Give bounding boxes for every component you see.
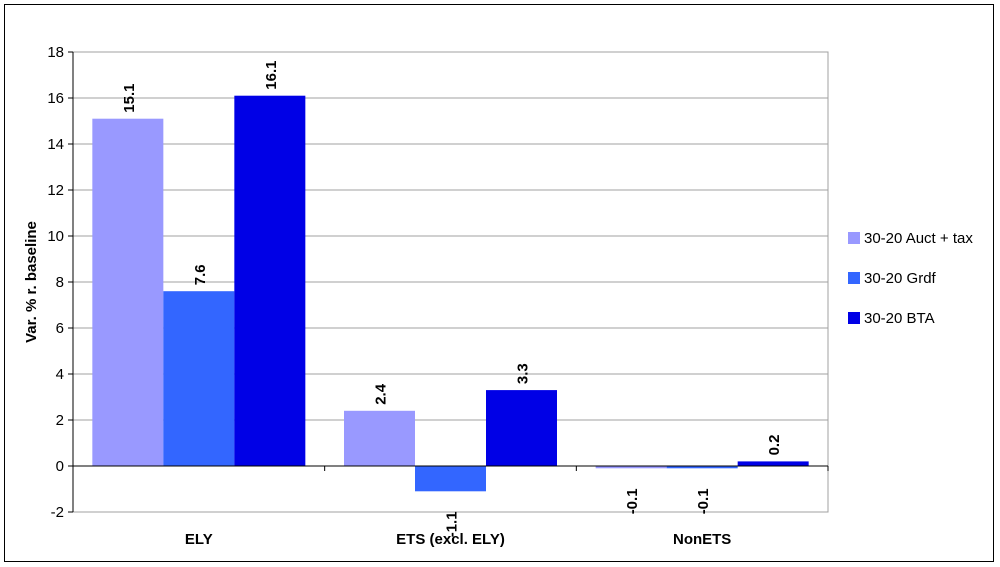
y-tick-label: -2 [51,504,64,521]
bar [163,291,235,466]
bar [234,95,306,466]
data-label: 0.2 [766,435,783,456]
plot-area: -2 0 2 4 6 8 10 12 14 16 18 15.1 7.6 16.1 2.4 -1.1 3.3 -0… [47,44,829,548]
data-label: -0.1 [624,488,641,514]
legend-swatch [848,312,860,324]
legend-label: 30-20 BTA [864,310,935,327]
data-label: 7.6 [192,264,209,285]
legend-label: 30-20 Grdf [864,270,937,287]
bar [92,118,164,466]
data-label: 3.3 [515,363,532,384]
legend-swatch [848,272,860,284]
bar [666,466,738,469]
data-label: -0.1 [695,488,712,514]
x-category-label: NonETS [673,531,731,548]
bar [595,466,667,469]
legend: 30-20 Auct + tax 30-20 Grdf 30-20 BTA [848,230,973,327]
y-tick-label: 12 [47,182,64,199]
y-tick-label: 8 [56,274,64,291]
y-tick-label: 16 [47,90,64,107]
y-tick-label: 0 [56,458,64,475]
x-category-label: ETS (excl. ELY) [396,531,505,548]
legend-label: 30-20 Auct + tax [864,230,973,247]
legend-swatch [848,232,860,244]
y-tick-label: 6 [56,320,64,337]
data-label: 2.4 [373,383,390,405]
bar [344,410,415,466]
y-tick-label: 10 [47,228,64,245]
data-label: 15.1 [121,83,138,112]
y-axis-title: Var. % r. baseline [23,221,40,343]
y-tick-label: 18 [47,44,64,61]
bar [415,466,486,492]
data-label: 16.1 [263,60,280,89]
x-category-label: ELY [185,531,213,548]
y-tick-label: 2 [56,412,64,429]
bar [486,390,557,466]
y-tick-label: 14 [47,136,64,153]
bar [737,461,809,466]
y-tick-label: 4 [56,366,64,383]
data-label: -1.1 [444,511,461,537]
